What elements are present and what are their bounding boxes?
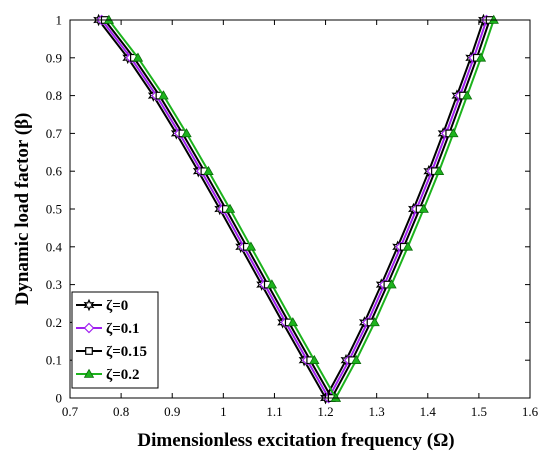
legend-label: ζ=0.15	[106, 344, 147, 360]
data-point	[287, 317, 299, 327]
data-point	[203, 165, 214, 175]
data-point	[245, 241, 257, 251]
legend-item: ζ=0.15	[76, 344, 147, 360]
y-tick-label: 0.2	[46, 315, 62, 330]
x-tick-label: 1.6	[522, 404, 539, 419]
y-tick-label: 0.8	[46, 88, 62, 103]
x-tick-label: 1.2	[317, 404, 333, 419]
legend-item: ζ=0.1	[76, 321, 140, 337]
legend-item: ζ=0.2	[76, 367, 140, 383]
data-point	[266, 279, 278, 289]
data-point	[224, 203, 236, 213]
data-point	[132, 52, 144, 62]
data-point	[448, 128, 459, 138]
data-point	[369, 317, 380, 327]
data-point	[402, 241, 414, 251]
y-axis-title: Dynamic load factor (β)	[12, 113, 33, 306]
legend: ζ=0 ζ=0.1 ζ=0.15 ζ=0.2	[71, 291, 159, 389]
data-point	[351, 354, 362, 364]
data-point	[433, 165, 445, 175]
x-tick-label: 1.5	[471, 404, 487, 419]
legend-box	[71, 291, 159, 389]
series-layer	[93, 13, 499, 405]
legend-marker	[83, 368, 95, 378]
legend-label: ζ=0.1	[106, 321, 140, 337]
data-point	[488, 14, 499, 24]
x-tick-label: 1.3	[369, 404, 385, 419]
x-tick-label: 1.1	[266, 404, 282, 419]
y-tick-label: 0.5	[46, 202, 62, 217]
y-tick-label: 0.4	[46, 239, 63, 254]
series-3	[103, 14, 499, 402]
x-tick-label: 0.8	[113, 404, 129, 419]
data-point	[330, 392, 341, 402]
y-tick-label: 1	[56, 13, 63, 28]
y-tick-label: 0.3	[46, 277, 62, 292]
ticks-layer: 0.7 0.8 0.9 1 1.1 1.2 1.3 1.4 1.5 1.6 0 0.1 0.2 0.3 0.…	[46, 13, 539, 420]
y-tick-label: 0.6	[46, 164, 63, 179]
x-axis-title: Dimensionless excitation frequency (Ω)	[137, 430, 454, 451]
y-tick-label: 0.1	[46, 353, 62, 368]
y-tick-label: 0.7	[46, 126, 63, 141]
data-point	[181, 128, 192, 138]
y-tick-label: 0.9	[46, 50, 62, 65]
x-tick-label: 1.4	[420, 404, 437, 419]
legend-item: ζ=0	[76, 298, 128, 314]
x-tick-label: 0.9	[164, 404, 180, 419]
x-tick-label: 0.7	[62, 404, 79, 419]
data-point	[418, 203, 429, 213]
data-point	[309, 354, 320, 364]
legend-marker	[83, 322, 95, 334]
y-tick-label: 0	[56, 391, 63, 406]
data-point	[475, 52, 487, 62]
data-point	[461, 90, 473, 100]
data-point	[386, 279, 397, 289]
legend-marker	[83, 298, 95, 312]
legend-label: ζ=0	[106, 298, 128, 314]
data-point	[103, 14, 115, 24]
data-point	[158, 90, 169, 100]
legend-label: ζ=0.2	[106, 367, 140, 383]
x-tick-label: 1	[220, 404, 227, 419]
legend-marker	[85, 347, 93, 355]
